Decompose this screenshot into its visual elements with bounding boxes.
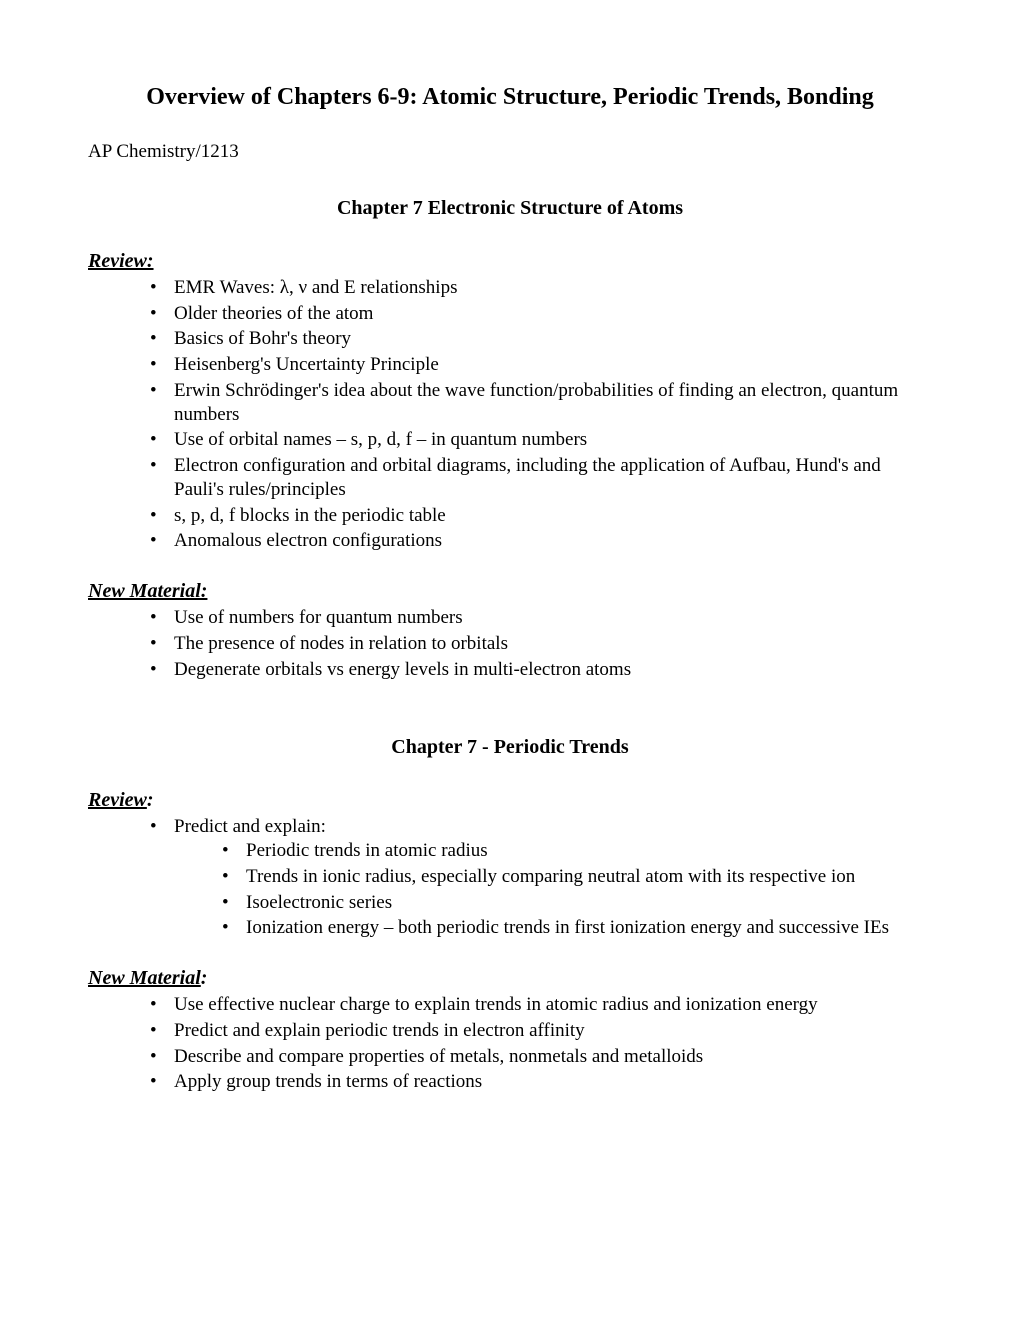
list-item: s, p, d, f blocks in the periodic table [150, 504, 932, 528]
list-item: Basics of Bohr's theory [150, 327, 932, 351]
list-item: Use effective nuclear charge to explain … [150, 993, 932, 1017]
chapter-heading: Chapter 7 Electronic Structure of Atoms [88, 196, 932, 221]
list-item: Predict and explain: Periodic trends in … [150, 815, 932, 940]
section-label-new-material: New Material: [88, 579, 932, 604]
list-item: Anomalous electron configurations [150, 529, 932, 553]
chapter-heading: Chapter 7 - Periodic Trends [88, 735, 932, 760]
list-item: Ionization energy – both periodic trends… [222, 916, 932, 940]
course-label: AP Chemistry/1213 [88, 140, 932, 164]
new-material-list: Use of numbers for quantum numbers The p… [88, 606, 932, 681]
new-material-list: Use effective nuclear charge to explain … [88, 993, 932, 1094]
list-item: EMR Waves: λ, ν and E relationships [150, 276, 932, 300]
list-item: Degenerate orbitals vs energy levels in … [150, 658, 932, 682]
review-list: Predict and explain: Periodic trends in … [88, 815, 932, 940]
list-item: Older theories of the atom [150, 302, 932, 326]
list-item: Electron configuration and orbital diagr… [150, 454, 932, 502]
review-list: EMR Waves: λ, ν and E relationships Olde… [88, 276, 932, 553]
list-item-text: Predict and explain: [174, 816, 326, 837]
list-item: Use of orbital names – s, p, d, f – in q… [150, 428, 932, 452]
list-item: Predict and explain periodic trends in e… [150, 1019, 932, 1043]
list-item: Heisenberg's Uncertainty Principle [150, 353, 932, 377]
list-item: Use of numbers for quantum numbers [150, 606, 932, 630]
sub-list: Periodic trends in atomic radius Trends … [174, 839, 932, 940]
list-item: Erwin Schrödinger's idea about the wave … [150, 379, 932, 427]
list-item: Periodic trends in atomic radius [222, 839, 932, 863]
list-item: Describe and compare properties of metal… [150, 1045, 932, 1069]
section-label-new-material: New Material: [88, 966, 932, 991]
list-item: Isoelectronic series [222, 891, 932, 915]
section-label-review: Review: [88, 788, 932, 813]
section-label-review: Review: [88, 249, 932, 274]
list-item: The presence of nodes in relation to orb… [150, 632, 932, 656]
document-title: Overview of Chapters 6-9: Atomic Structu… [88, 82, 932, 112]
list-item: Apply group trends in terms of reactions [150, 1070, 932, 1094]
list-item: Trends in ionic radius, especially compa… [222, 865, 932, 889]
